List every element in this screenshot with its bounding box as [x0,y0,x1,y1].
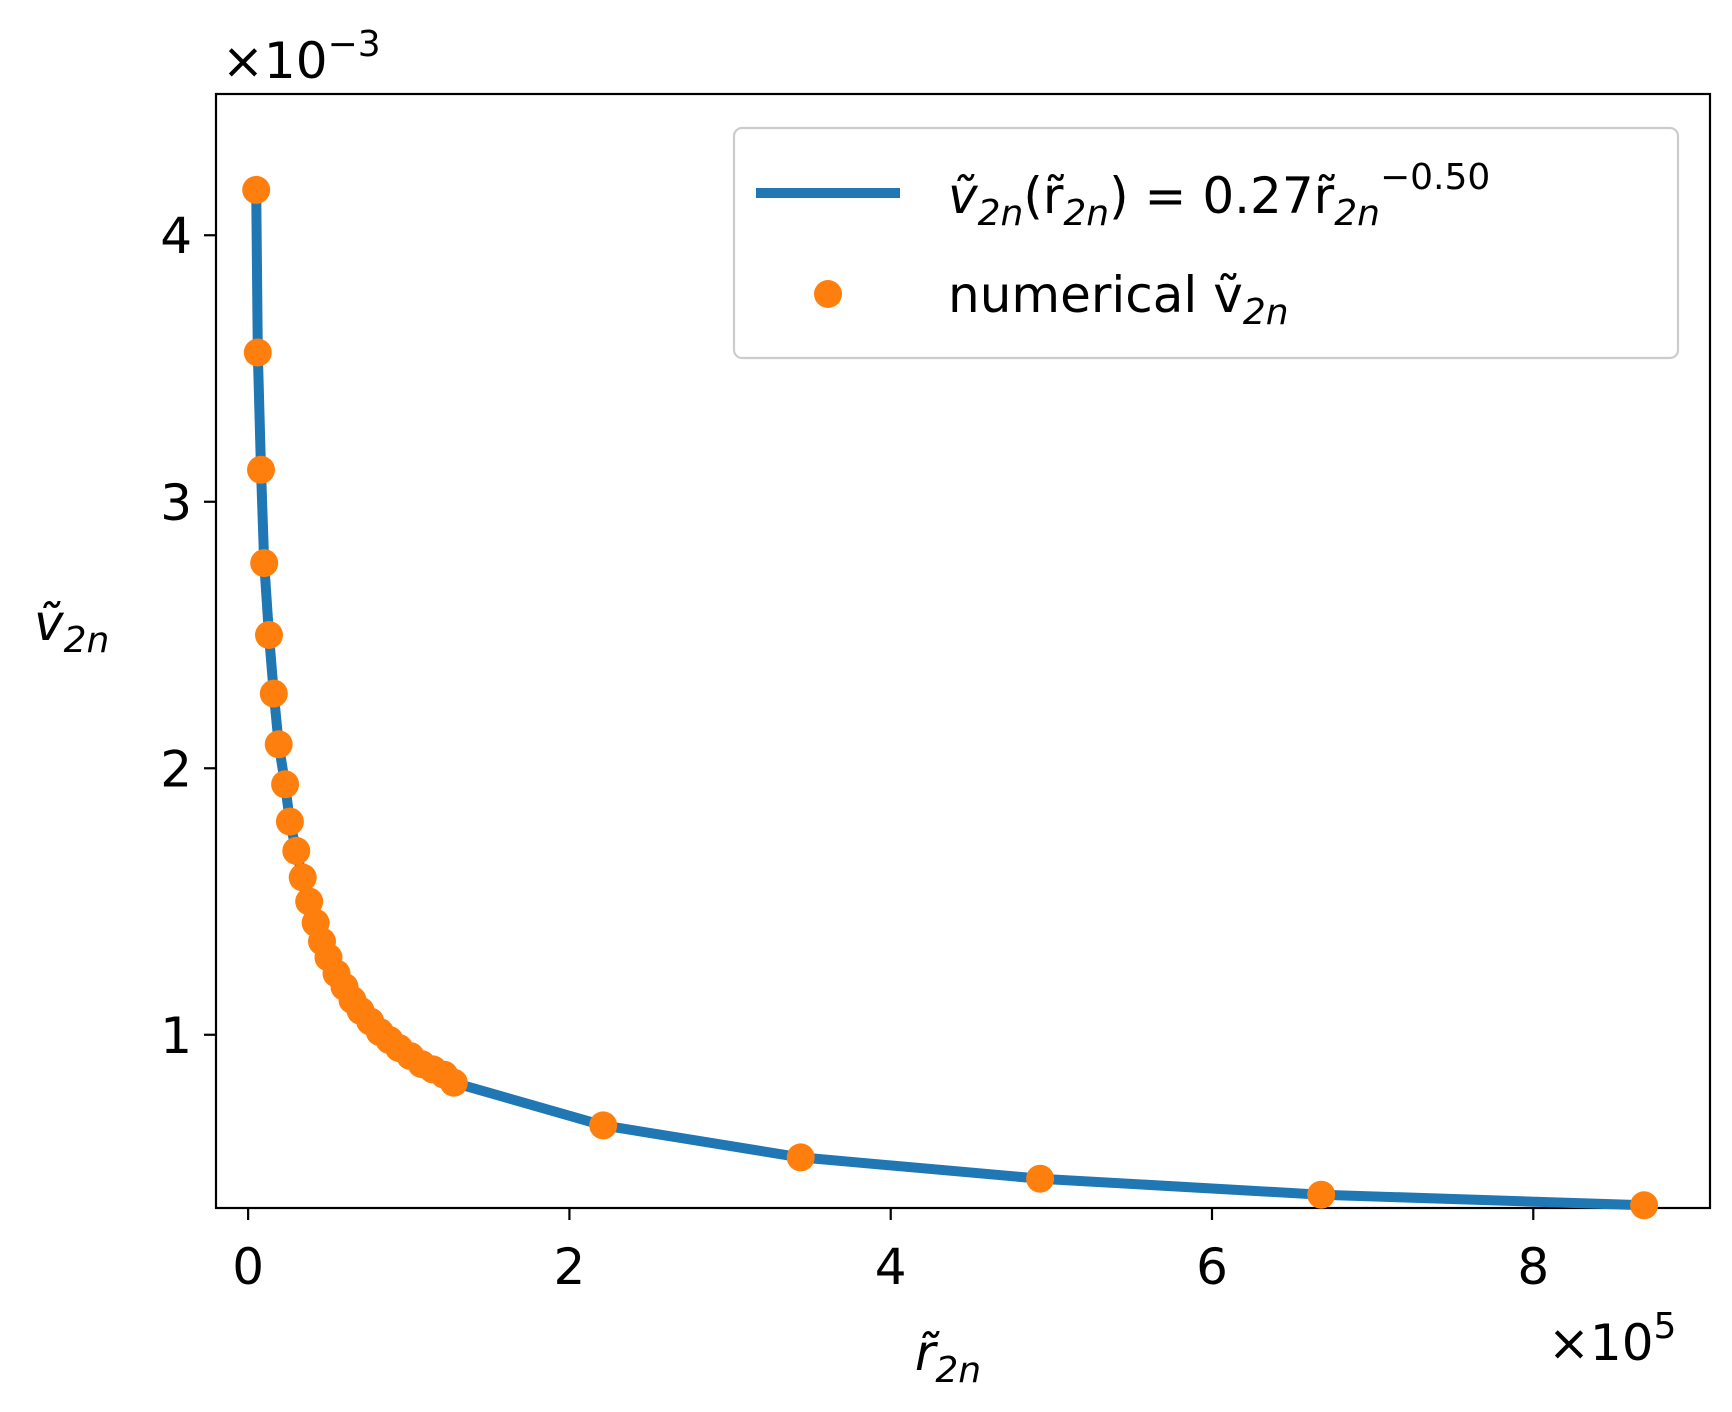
series-layer [242,175,1659,1220]
data-point [259,679,288,708]
y-axis-ticks: 1 2 3 4 [160,207,216,1065]
x-axis-ticks: 0 2 4 6 8 [232,1208,1549,1296]
data-point [1630,1191,1659,1220]
x-axis-offset-text: ×105 [1548,1306,1676,1372]
plot-area [214,92,1712,1210]
y-tick-label: 4 [160,207,192,265]
data-point [255,621,283,649]
x-tick-label: 4 [875,1238,907,1296]
data-point [250,549,279,578]
y-axis-offset-text: ×10−3 [222,24,381,90]
data-point [288,863,317,892]
data-point [271,770,300,799]
x-tick-label: 6 [1196,1238,1228,1296]
data-point [243,338,272,367]
data-point [282,836,311,865]
x-axis-label: r̃2n [915,1324,981,1391]
data-point [1307,1180,1336,1209]
legend-box [732,126,1680,360]
y-axis-label: ṽ2n [34,594,109,661]
y-tick-label: 3 [160,474,192,532]
y-tick-label: 1 [160,1007,192,1065]
legend: ṽ2n(r̃2n) = 0.27r̃2n−0.50 numerical ṽ2n [732,126,1680,360]
data-point [247,455,275,484]
y-tick-label: 2 [160,740,192,798]
x-tick-label: 2 [554,1238,586,1296]
x-tick-label: 8 [1517,1238,1549,1296]
data-point [786,1143,815,1172]
data-point [264,730,293,759]
data-point [242,175,271,204]
data-point [589,1111,618,1140]
legend-point-swatch [814,280,842,308]
legend-label-numerical: numerical ṽ2n [948,266,1289,333]
x-tick-label: 0 [232,1238,264,1296]
data-point [439,1068,468,1097]
data-point [275,807,304,836]
data-point [1026,1164,1055,1193]
legend-label-fit: ṽ2n(r̃2n) = 0.27r̃2n−0.50 [948,157,1490,234]
data-point [295,887,324,916]
